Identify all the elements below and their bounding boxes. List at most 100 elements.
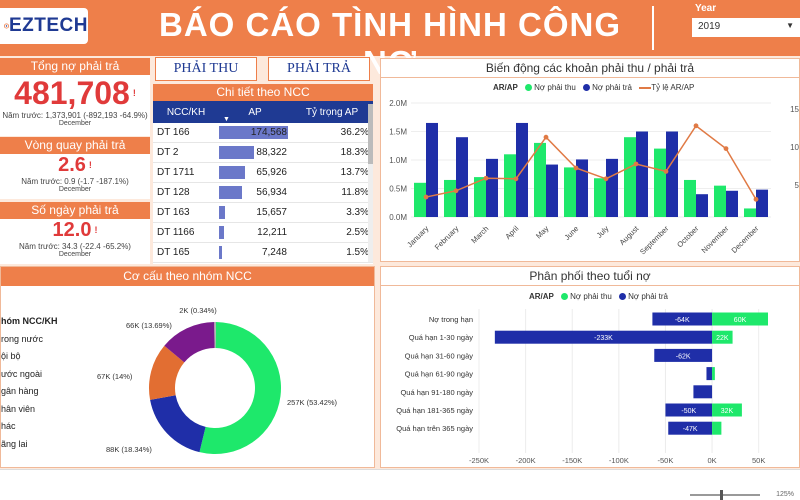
ncc-detail-panel: Chi tiết theo NCC NCC/KH AP ▼ Tỷ trọng AP… bbox=[153, 84, 373, 283]
bar-payable bbox=[456, 137, 468, 217]
x-tick-label: April bbox=[503, 224, 520, 241]
ratio-point bbox=[543, 134, 549, 140]
ap-cell: 7,248 bbox=[219, 242, 291, 263]
category-label: Quá hạn 1-30 ngày bbox=[409, 333, 473, 342]
x-tick-label: 0K bbox=[707, 456, 716, 465]
category-label: Quá hạn trên 365 ngày bbox=[396, 424, 473, 433]
table-row[interactable]: DT 163 15,657 3.3% bbox=[153, 202, 373, 223]
table-row[interactable]: DT 1711 65,926 13.7% bbox=[153, 162, 373, 183]
aging-title: Phân phối theo tuổi nợ bbox=[381, 267, 799, 286]
year-filter-dropdown[interactable]: 2019 ▼ bbox=[692, 18, 800, 37]
header-divider bbox=[652, 6, 654, 50]
ratio-point bbox=[573, 165, 579, 171]
bar-receivable bbox=[712, 330, 733, 344]
zoom-slider[interactable] bbox=[690, 490, 760, 500]
ncc-name-cell: DT 1711 bbox=[153, 162, 219, 183]
legend-dot-receivable bbox=[525, 84, 533, 92]
ap-cell: 12,211 bbox=[219, 222, 291, 243]
ncc-detail-title: Chi tiết theo NCC bbox=[153, 84, 373, 101]
aging-legend: AR/AP Nợ phải thu Nợ phải trả bbox=[529, 292, 668, 301]
table-scrollbar[interactable] bbox=[368, 104, 373, 262]
ncc-name-cell: DT 166 bbox=[153, 123, 219, 143]
ratio-point bbox=[483, 175, 489, 181]
table-row[interactable]: DT 165 7,248 1.5% bbox=[153, 242, 373, 263]
logo-icon bbox=[4, 23, 9, 29]
legend-dot-payable bbox=[583, 84, 591, 92]
table-row[interactable]: DT 166 174,568 36.2% bbox=[153, 123, 373, 143]
y-tick-label: 1.0M bbox=[389, 156, 407, 165]
monthly-chart-legend: AR/AP Nợ phải thu Nợ phải trả Tỷ lệ AR/A… bbox=[493, 83, 694, 92]
ncc-name-cell: DT 163 bbox=[153, 202, 219, 223]
ncc-name-cell: DT 128 bbox=[153, 182, 219, 203]
x-tick-label: May bbox=[534, 224, 551, 241]
ncc-table: NCC/KH AP ▼ Tỷ trọng AP DT 166 174,568 36.2… bbox=[153, 101, 373, 283]
category-label: Quá hạn 31-60 ngày bbox=[405, 351, 474, 360]
x-tick-label: 50K bbox=[752, 456, 765, 465]
y-tick-label: 0.5M bbox=[389, 185, 407, 194]
receivable-button[interactable]: PHẢI THU bbox=[155, 57, 257, 81]
donut-legend-item[interactable]: gân hàng bbox=[1, 386, 39, 396]
column-header-share[interactable]: Tỷ trọng AP bbox=[291, 101, 373, 123]
donut-slice bbox=[149, 345, 185, 400]
bar-receivable bbox=[714, 185, 726, 217]
table-row[interactable]: DT 1166 12,211 2.5% bbox=[153, 222, 373, 243]
bar-value-label: -64K bbox=[675, 317, 690, 324]
x-tick-label: March bbox=[469, 224, 490, 245]
ap-value: 65,926 bbox=[256, 167, 287, 178]
share-cell: 3.3% bbox=[291, 202, 373, 223]
bar-payable bbox=[654, 348, 713, 362]
bar-value-label: 32K bbox=[721, 408, 734, 415]
y2-tick-label: 5 bbox=[795, 181, 800, 190]
share-cell: 18.3% bbox=[291, 142, 373, 163]
ratio-point bbox=[513, 176, 519, 182]
payable-button[interactable]: PHẢI TRẢ bbox=[268, 57, 370, 81]
x-tick-label: -50K bbox=[658, 456, 674, 465]
slice-label: 2K (0.34%) bbox=[179, 306, 217, 315]
slice-label: 88K (18.34%) bbox=[106, 445, 152, 454]
ncc-name-cell: DT 1166 bbox=[153, 222, 219, 243]
donut-legend-item[interactable]: rong nước bbox=[1, 333, 43, 344]
donut-legend-item[interactable]: ội bộ bbox=[1, 351, 21, 361]
aging-legend-dot-receivable bbox=[561, 293, 569, 301]
table-row[interactable]: DT 2 88,322 18.3% bbox=[153, 142, 373, 163]
y-tick-label: 0.0M bbox=[389, 213, 407, 222]
y2-tick-label: 15 bbox=[790, 105, 799, 114]
share-cell: 11.8% bbox=[291, 182, 373, 203]
bar-value-label: -62K bbox=[676, 353, 691, 360]
donut-legend-item[interactable]: hác bbox=[1, 421, 16, 431]
legend-title: AR/AP bbox=[493, 83, 518, 92]
category-label: Quá hạn 91-180 ngày bbox=[400, 388, 473, 397]
x-tick-label: November bbox=[700, 224, 731, 255]
bar-payable bbox=[486, 158, 498, 217]
share-cell: 13.7% bbox=[291, 162, 373, 183]
bar-payable bbox=[668, 421, 713, 435]
donut-legend-item[interactable]: ãng lai bbox=[1, 438, 28, 449]
table-header-row: NCC/KH AP ▼ Tỷ trọng AP bbox=[153, 101, 373, 123]
header-bar: EZTECH BÁO CÁO TÌNH HÌNH CÔNG NỢ Year 20… bbox=[0, 0, 800, 81]
ap-data-bar bbox=[219, 126, 289, 139]
kpi-turnover-title: Vòng quay phải trả bbox=[0, 137, 150, 154]
donut-slice bbox=[214, 322, 216, 349]
kpi-total-value-row: 481,708! bbox=[0, 75, 150, 111]
bar-payable bbox=[696, 194, 708, 217]
bar-value-label: -50K bbox=[681, 408, 696, 415]
donut-legend-item[interactable]: ước ngoài bbox=[1, 368, 42, 379]
column-header-ap[interactable]: AP ▼ bbox=[219, 101, 291, 123]
kpi-turnover-value-row: 2.6! bbox=[0, 154, 150, 177]
table-row[interactable]: DT 128 56,934 11.8% bbox=[153, 182, 373, 203]
x-tick-label: October bbox=[675, 224, 701, 250]
category-label: Nợ trong hạn bbox=[429, 315, 473, 324]
bar-receivable bbox=[474, 177, 486, 217]
aging-legend-title: AR/AP bbox=[529, 292, 554, 301]
kpi-total-month: December bbox=[58, 120, 92, 127]
donut-slice bbox=[164, 322, 215, 363]
aging-legend-receivable: Nợ phải thu bbox=[570, 292, 612, 301]
column-header-ncc[interactable]: NCC/KH bbox=[153, 101, 219, 123]
ap-data-bar bbox=[219, 166, 246, 179]
ap-data-bar bbox=[219, 146, 254, 159]
bar-payable bbox=[546, 164, 558, 217]
x-tick-label: July bbox=[595, 224, 611, 240]
donut-slice bbox=[199, 322, 281, 454]
donut-legend-item[interactable]: hân viên bbox=[1, 403, 36, 414]
kpi-days-value-row: 12.0! bbox=[0, 219, 150, 242]
